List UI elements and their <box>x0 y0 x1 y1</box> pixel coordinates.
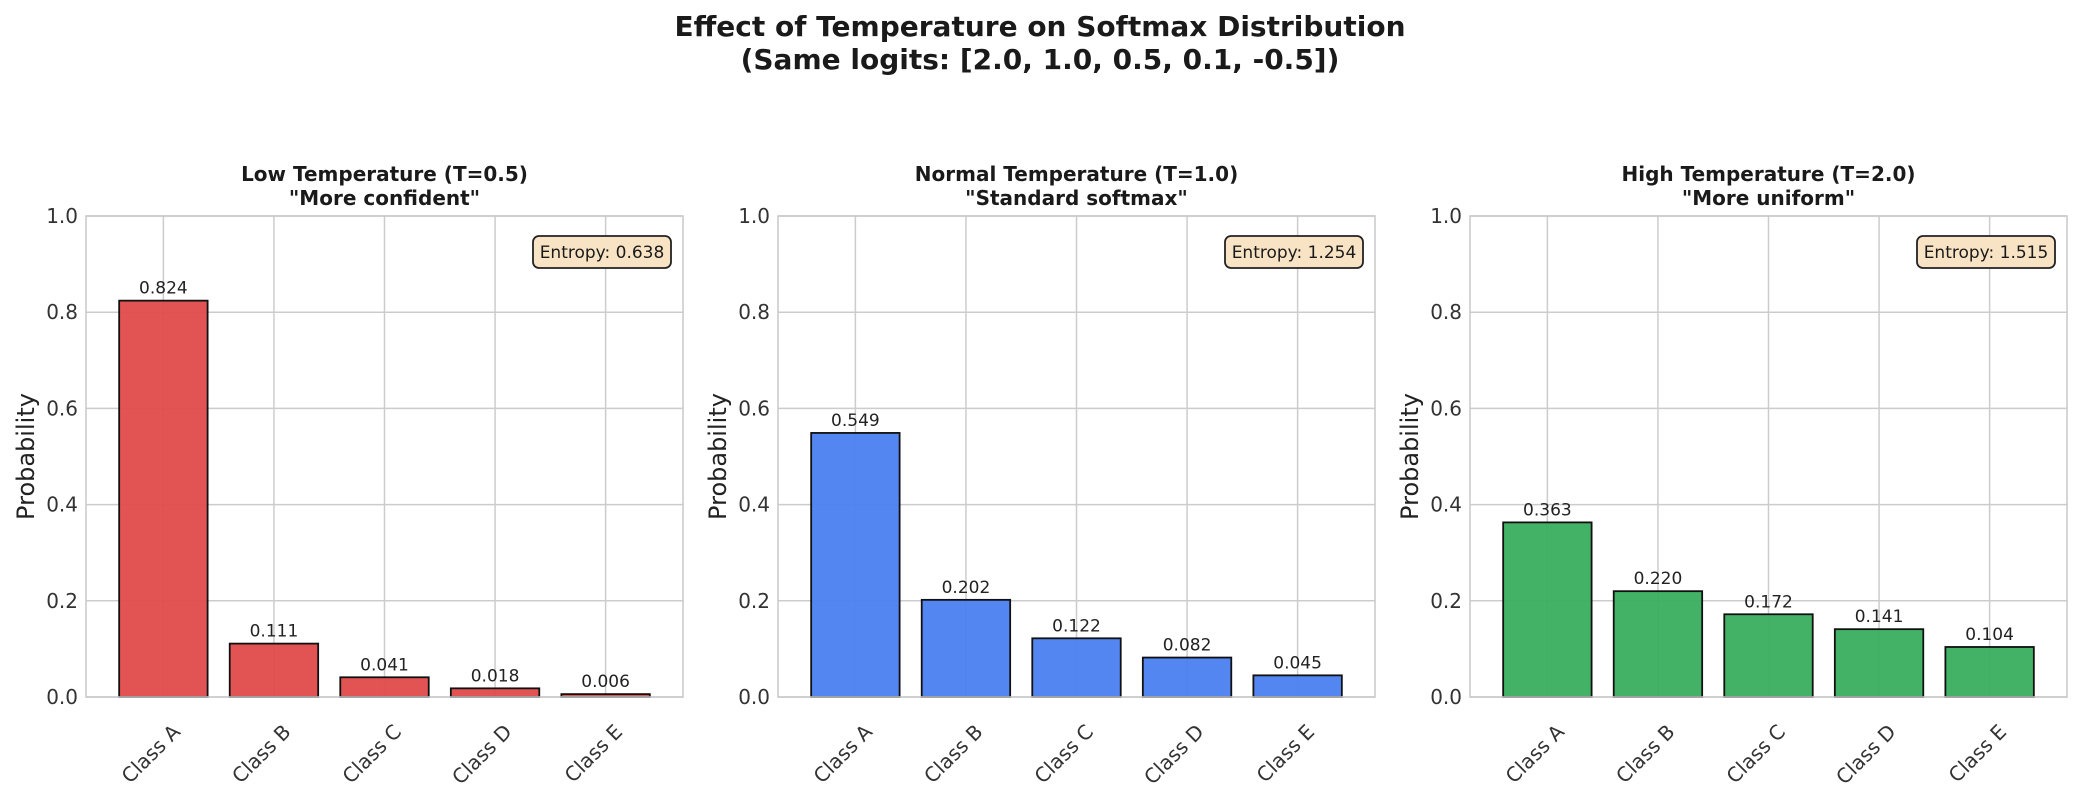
figure-subtitle: (Same logits: [2.0, 1.0, 0.5, 0.1, -0.5]… <box>741 43 1340 76</box>
bar-class-e <box>1252 674 1343 698</box>
bar-value-label: 0.141 <box>1855 607 1904 627</box>
chart-panel-2: 0.0 0.2 0.4 0.6 0.8 1.0 0.549 0.202 0.122 0.082 0.… <box>704 162 1376 790</box>
y-tick-label: 0.6 <box>46 396 78 420</box>
bar-value-label: 0.363 <box>1523 500 1572 520</box>
y-tick-label: 1.0 <box>738 204 770 228</box>
bar-value-label: 0.018 <box>471 666 520 686</box>
entropy-box <box>1224 235 1364 269</box>
y-tick-label: 0.0 <box>1430 685 1462 709</box>
y-tick-label: 0.2 <box>1430 589 1462 613</box>
y-tick-label: 0.6 <box>738 396 770 420</box>
bar-value-label: 0.202 <box>942 578 991 598</box>
chart-panel-1: 0.0 0.2 0.4 0.6 0.8 1.0 0.824 0.111 0.041 0.018 0.… <box>12 162 684 790</box>
bar-class-b <box>1612 590 1704 698</box>
x-tick-label: Class D <box>1831 720 1901 790</box>
y-tick-label: 1.0 <box>46 204 78 228</box>
x-tick-label: Class E <box>1944 720 2012 788</box>
panel-title: Low Temperature (T=0.5) <box>241 162 528 186</box>
panel-subtitle: "More confident" <box>289 186 480 210</box>
x-tick-label: Class C <box>1029 720 1098 789</box>
bar-value-label: 0.111 <box>250 622 299 642</box>
x-tick-label: Class C <box>337 720 406 789</box>
plot-frame <box>1469 215 2068 698</box>
x-tick-label: Class D <box>1139 720 1209 790</box>
y-tick-label: 0.0 <box>46 685 78 709</box>
bar-value-label: 0.045 <box>1273 653 1322 673</box>
y-tick-label: 0.4 <box>1430 493 1462 517</box>
bar-class-d <box>449 687 541 698</box>
bar-value-label: 0.220 <box>1634 569 1683 589</box>
x-tick-label: Class B <box>1611 720 1679 788</box>
bar-class-d <box>1141 656 1233 698</box>
chart-panel-3: 0.0 0.2 0.4 0.6 0.8 1.0 0.363 0.220 0.172 0.141 0.… <box>1396 162 2068 790</box>
y-axis-label: Probability <box>12 393 40 520</box>
bar-value-label: 0.549 <box>831 411 880 431</box>
bar-class-a <box>118 299 209 698</box>
x-tick-label: Class B <box>919 720 987 788</box>
y-tick-label: 0.0 <box>738 685 770 709</box>
y-tick-label: 0.8 <box>738 300 770 324</box>
bar-class-b <box>920 598 1012 698</box>
x-tick-label: Class C <box>1721 720 1790 789</box>
bar-value-label: 0.082 <box>1163 636 1212 656</box>
entropy-box <box>532 235 672 269</box>
y-axis-label: Probability <box>704 393 732 520</box>
y-tick-label: 1.0 <box>1430 204 1462 228</box>
x-tick-label: Class E <box>560 720 628 788</box>
entropy-label: Entropy: 1.515 <box>1924 243 2049 263</box>
bar-value-label: 0.006 <box>581 672 630 692</box>
bar-class-a <box>810 432 901 698</box>
bar-class-b <box>228 642 320 698</box>
plot-frame <box>85 215 684 698</box>
bar-value-label: 0.824 <box>139 279 188 299</box>
bar-class-c <box>339 676 430 698</box>
entropy-label: Entropy: 1.254 <box>1232 243 1357 263</box>
y-tick-label: 0.4 <box>46 493 78 517</box>
y-tick-label: 0.2 <box>46 589 78 613</box>
y-tick-label: 0.6 <box>1430 396 1462 420</box>
x-tick-label: Class A <box>1501 719 1570 788</box>
bar-value-label: 0.172 <box>1744 592 1793 612</box>
x-tick-label: Class E <box>1252 720 1320 788</box>
panel-subtitle: "More uniform" <box>1682 186 1855 210</box>
panel-title: Normal Temperature (T=1.0) <box>915 162 1238 186</box>
plot-frame <box>777 215 1376 698</box>
bar-value-label: 0.122 <box>1052 616 1101 636</box>
bar-class-c <box>1031 637 1122 698</box>
y-tick-label: 0.8 <box>1430 300 1462 324</box>
bar-class-a <box>1502 521 1593 698</box>
panel-subtitle: "Standard softmax" <box>965 186 1188 210</box>
y-tick-label: 0.8 <box>46 300 78 324</box>
y-tick-label: 0.4 <box>738 493 770 517</box>
bar-value-label: 0.041 <box>360 655 409 675</box>
chart-panels: 0.0 0.2 0.4 0.6 0.8 1.0 0.824 0.111 0.041 0.018 0.… <box>12 162 2068 790</box>
bar-class-e <box>1944 646 2035 698</box>
x-tick-label: Class D <box>447 720 517 790</box>
x-tick-label: Class B <box>227 720 295 788</box>
figure-title: Effect of Temperature on Softmax Distrib… <box>674 10 1405 43</box>
bar-class-d <box>1833 628 1925 698</box>
bar-class-c <box>1723 613 1814 698</box>
entropy-label: Entropy: 0.638 <box>540 243 665 263</box>
y-axis-label: Probability <box>1396 393 1424 520</box>
entropy-box <box>1916 235 2056 269</box>
y-tick-label: 0.2 <box>738 589 770 613</box>
x-tick-label: Class A <box>809 719 878 788</box>
bar-value-label: 0.104 <box>1965 625 2014 645</box>
x-tick-label: Class A <box>117 719 186 788</box>
panel-title: High Temperature (T=2.0) <box>1621 162 1915 186</box>
